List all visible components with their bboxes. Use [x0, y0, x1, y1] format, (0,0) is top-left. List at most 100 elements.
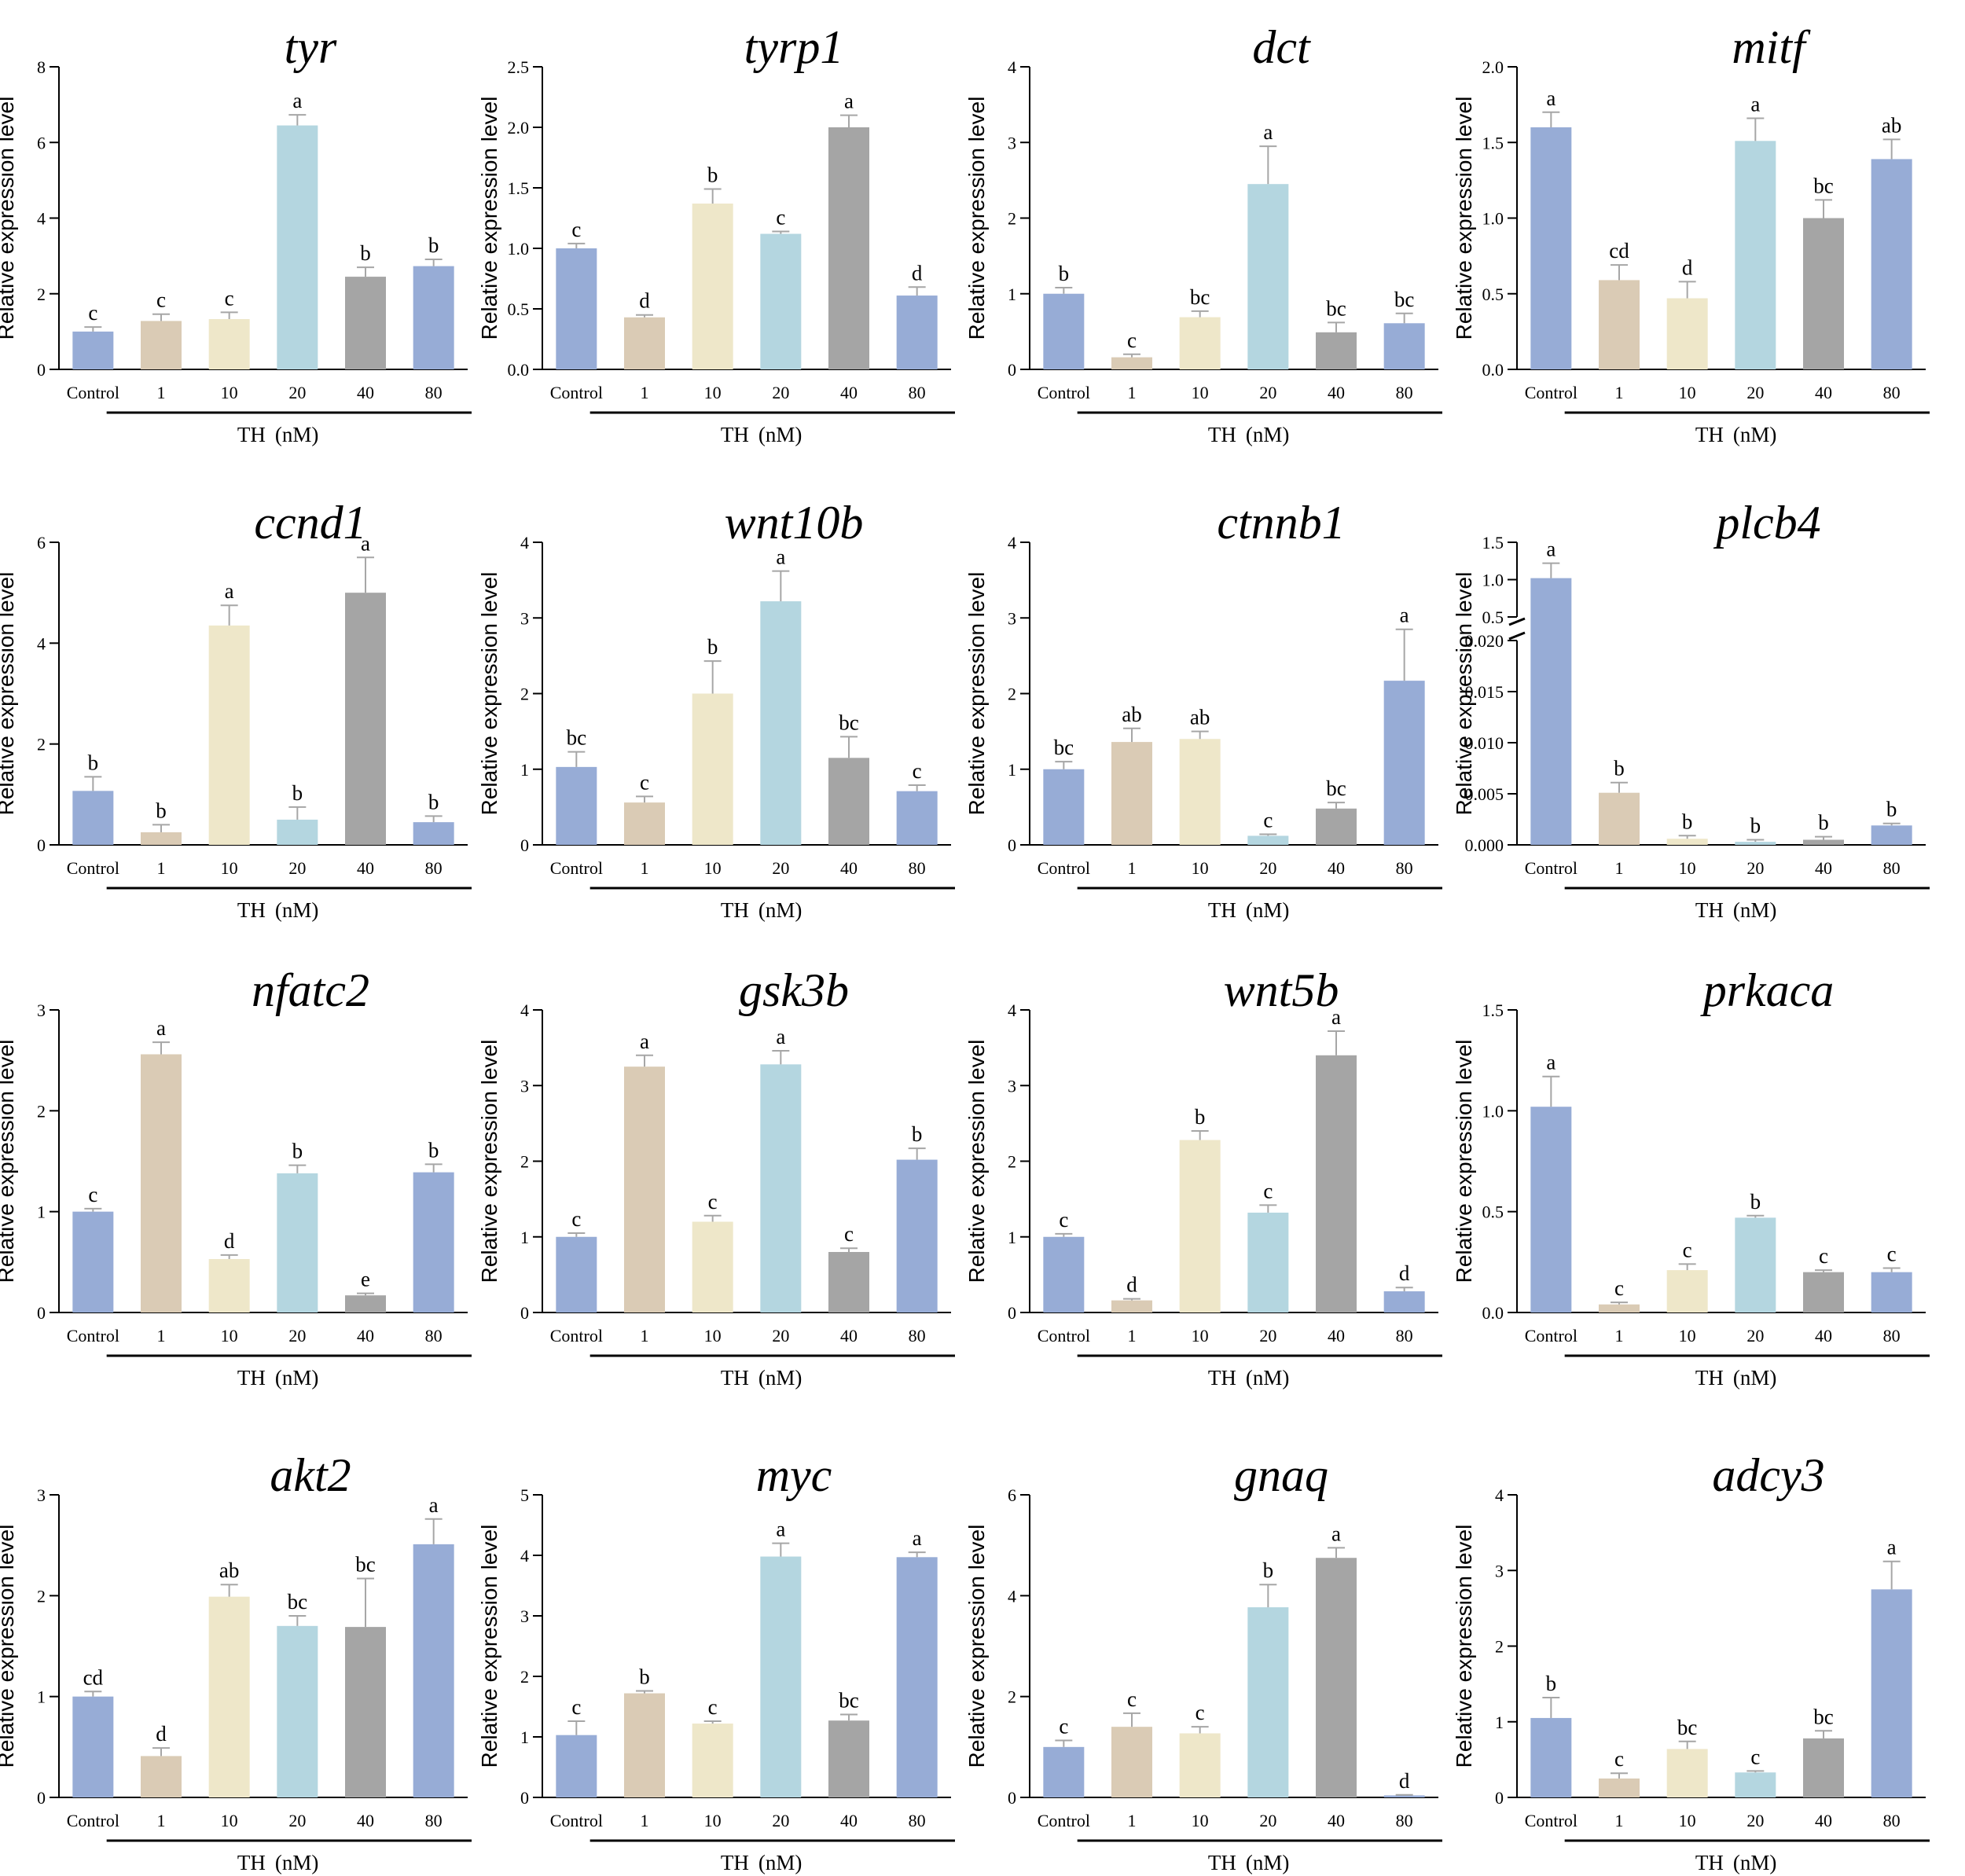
significance-label: a	[1331, 1005, 1341, 1029]
x-axis-unit-label: (nM)	[1246, 423, 1290, 446]
bar-20	[1247, 1212, 1289, 1312]
bar-20	[277, 1173, 318, 1312]
y-tick-label: 4	[1495, 1485, 1504, 1505]
x-axis-unit-label: (nM)	[758, 1366, 803, 1390]
chart-title: tyrp1	[744, 21, 844, 73]
significance-label: d	[639, 289, 650, 313]
y-axis-label: Relative expression level	[1452, 97, 1476, 340]
significance-label: b	[1818, 811, 1829, 835]
x-axis-unit-label: (nM)	[758, 1851, 803, 1874]
y-tick-label: 2	[37, 285, 46, 304]
significance-label: b	[292, 1140, 303, 1163]
y-tick-label: 0	[37, 835, 46, 855]
bar-Control	[1043, 293, 1085, 369]
x-tick-label: 40	[840, 858, 858, 878]
x-axis-unit-label: (nM)	[1733, 1851, 1777, 1874]
y-tick-label: 0.005	[1465, 784, 1504, 804]
x-tick-label: 1	[1128, 1326, 1137, 1346]
x-tick-label: 20	[288, 383, 306, 402]
bar-10	[1666, 1270, 1708, 1312]
bar-80	[1871, 1589, 1912, 1797]
bar-80	[413, 822, 454, 845]
x-tick-label: 80	[425, 1326, 443, 1346]
significance-label: bc	[1677, 1716, 1698, 1739]
bar-Control	[1043, 1746, 1085, 1797]
x-tick-label: 1	[1615, 1811, 1624, 1830]
chart-title: gsk3b	[739, 964, 849, 1016]
y-tick-label: 2	[1008, 1687, 1016, 1707]
bar-40	[1803, 839, 1844, 845]
y-axis-label: Relative expression level	[477, 1040, 501, 1283]
x-tick-label: 80	[1883, 1811, 1901, 1830]
x-axis-unit-label: (nM)	[1733, 1366, 1777, 1390]
bar-Control	[72, 1696, 114, 1797]
significance-label: b	[1682, 810, 1693, 833]
y-tick-label: 0.5	[508, 299, 530, 319]
x-tick-label: 80	[1883, 858, 1901, 878]
significance-label: c	[1059, 1208, 1068, 1232]
y-tick-label: 3	[37, 1000, 46, 1020]
y-tick-label: 3	[37, 1485, 46, 1505]
bar-20	[1735, 141, 1776, 369]
bar-Control	[1530, 578, 1572, 845]
x-tick-label: 80	[1396, 1326, 1413, 1346]
bar-20	[1247, 835, 1289, 845]
significance-label: b	[1263, 1558, 1274, 1582]
x-axis-group-label: TH	[237, 1851, 266, 1874]
significance-label: c	[88, 301, 97, 325]
x-tick-label: 10	[1679, 1326, 1696, 1346]
bar-40	[1803, 1272, 1844, 1312]
y-tick-label: 2	[1008, 685, 1016, 704]
significance-label: b	[1195, 1105, 1206, 1129]
y-tick-label: 0	[37, 1788, 46, 1808]
axis-break-mark	[1508, 631, 1526, 641]
x-tick-label: 10	[1192, 1811, 1209, 1830]
chart-panel-ctnnb1: ctnnb1 Relative expression level 0 1 2 3 4 bc Co…	[964, 497, 1442, 922]
significance-label: ab	[1190, 706, 1210, 729]
bar-10	[1179, 739, 1221, 845]
significance-label: c	[1683, 1238, 1692, 1261]
bar-20	[1735, 1772, 1776, 1797]
x-tick-label: 80	[1883, 1326, 1901, 1346]
y-tick-label: 0	[520, 835, 529, 855]
x-axis-group-label: TH	[721, 1851, 749, 1874]
x-axis-unit-label: (nM)	[275, 423, 319, 446]
y-tick-label: 3	[520, 1606, 529, 1626]
bar-40	[1316, 808, 1357, 845]
x-axis-group-label: TH	[1208, 1366, 1236, 1390]
y-tick-label: 2	[37, 735, 46, 754]
bar-80	[1383, 1795, 1425, 1797]
significance-label: a	[225, 579, 234, 603]
significance-label: b	[428, 1138, 439, 1162]
significance-label: a	[776, 1518, 785, 1541]
x-tick-label: 40	[357, 1326, 374, 1346]
significance-label: ab	[1882, 113, 1901, 137]
bar-40	[828, 758, 869, 845]
chart-title: adcy3	[1712, 1449, 1824, 1501]
y-tick-label: 4	[520, 1546, 529, 1566]
significance-label: d	[156, 1722, 167, 1746]
x-tick-label: Control	[67, 1811, 119, 1830]
x-tick-label: Control	[550, 1811, 603, 1830]
bar-1	[1111, 742, 1152, 845]
bar-80	[1383, 323, 1425, 369]
significance-label: bc	[355, 1553, 376, 1577]
y-tick-label: 5	[520, 1485, 529, 1505]
significance-label: a	[1546, 86, 1555, 110]
x-tick-label: 1	[157, 1811, 166, 1830]
x-tick-label: 1	[1128, 383, 1137, 402]
y-tick-label: 4	[520, 1000, 529, 1020]
x-axis-unit-label: (nM)	[1246, 1366, 1290, 1390]
significance-label: a	[1887, 1536, 1897, 1559]
y-tick-label: 2	[520, 1152, 529, 1172]
significance-label: c	[1819, 1244, 1828, 1268]
bar-40	[1803, 218, 1844, 369]
x-tick-label: Control	[1038, 383, 1090, 402]
chart-panel-tyr: tyr Relative expression level 0 2 4 6 8 c Contro…	[0, 21, 472, 446]
significance-label: a	[156, 1016, 166, 1040]
x-axis-group-label: TH	[1208, 423, 1236, 446]
bar-80	[1383, 1291, 1425, 1312]
y-tick-label: 2.5	[508, 57, 530, 77]
bar-1	[141, 832, 182, 845]
bar-40	[1316, 332, 1357, 369]
